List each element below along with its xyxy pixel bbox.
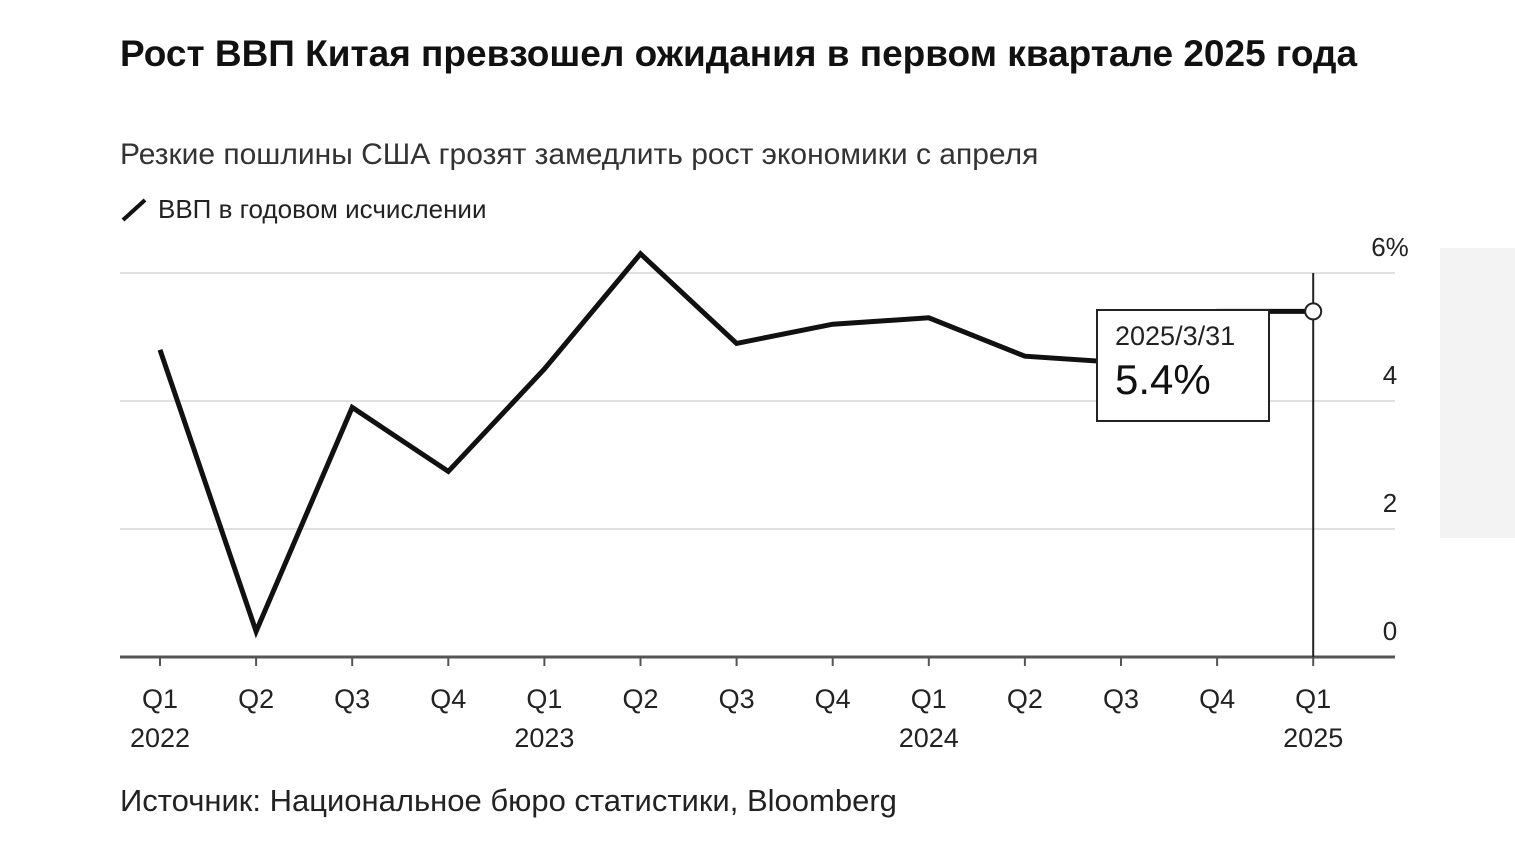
x-tick-year: 2024 — [899, 723, 959, 753]
x-tick-label: Q1 — [911, 684, 947, 714]
x-tick-label: Q2 — [1007, 684, 1043, 714]
x-tick-label: Q3 — [719, 684, 755, 714]
chart-title: Рост ВВП Китая превзошел ожидания в перв… — [120, 33, 1358, 74]
x-tick-year: 2022 — [130, 723, 190, 753]
legend: ВВП в годовом исчислении — [120, 194, 486, 225]
data-point — [1304, 302, 1323, 321]
tooltip-value: 5.4% — [1115, 356, 1211, 403]
x-tick-label: Q4 — [815, 684, 851, 714]
y-tick-label: 2 — [1383, 488, 1397, 518]
x-tick-label: Q3 — [1103, 684, 1139, 714]
y-tick-label: 6% — [1371, 232, 1409, 262]
x-tick-year: 2025 — [1283, 723, 1343, 753]
tooltip-callout: 2025/3/31 5.4% — [1096, 309, 1270, 422]
x-tick-label: Q4 — [430, 684, 466, 714]
source-note: Источник: Национальное бюро статистики, … — [120, 783, 897, 818]
tooltip-date: 2025/3/31 — [1115, 321, 1236, 351]
y-tick-label: 0 — [1383, 616, 1397, 646]
y-tick-label: 4 — [1383, 360, 1397, 390]
x-tick-label: Q1 — [142, 684, 178, 714]
x-tick-label: Q4 — [1199, 684, 1235, 714]
background-decoration — [1440, 248, 1515, 538]
x-tick-label: Q3 — [334, 684, 370, 714]
x-tick-label: Q2 — [238, 684, 274, 714]
x-tick-label: Q1 — [526, 684, 562, 714]
chart-subtitle: Резкие пошлины США грозят замедлить рост… — [120, 138, 1039, 171]
line-legend-icon — [121, 198, 147, 221]
x-tick-label: Q2 — [622, 684, 658, 714]
x-tick-label: Q1 — [1295, 684, 1331, 714]
x-tick-year: 2023 — [514, 723, 574, 753]
legend-label: ВВП в годовом исчислении — [158, 194, 487, 224]
